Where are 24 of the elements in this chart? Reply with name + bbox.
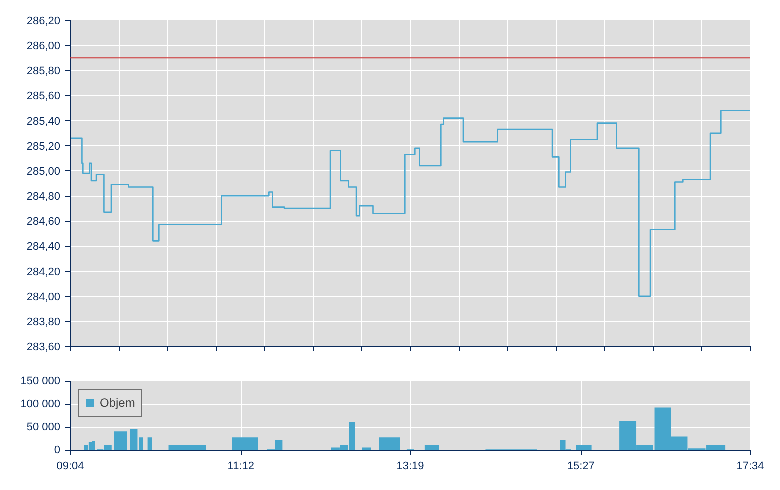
y-tick-label: 285,00 [26, 166, 61, 178]
y-tick-label: 100 000 [20, 398, 61, 410]
x-tick-label: 11:12 [228, 460, 255, 472]
y-tick-label: 284,60 [26, 216, 61, 228]
y-tick-label: 284,00 [26, 291, 61, 304]
y-tick-label: 284,80 [26, 191, 61, 204]
y-tick-label: 50 000 [26, 422, 61, 434]
x-tick-label: 09:04 [56, 460, 84, 472]
y-tick-label: 284,20 [26, 266, 61, 278]
x-tick-label: 13:19 [396, 460, 424, 472]
y-tick-label: 285,80 [26, 66, 61, 78]
x-tick-label: 17:34 [736, 460, 764, 472]
x-tick-label: 15:27 [567, 460, 595, 472]
y-tick-label: 283,80 [26, 316, 61, 328]
y-tick-label: 283,60 [26, 342, 61, 354]
y-tick-label: 285,40 [26, 116, 61, 128]
y-tick-label: 286,00 [26, 40, 61, 53]
y-tick-label: 150 000 [20, 376, 61, 388]
legend-label: Objem [100, 396, 136, 410]
y-tick-label: 286,20 [26, 16, 61, 28]
y-tick-label: 285,20 [26, 140, 61, 153]
y-tick-label: 285,60 [26, 90, 61, 103]
y-tick-label: 284,40 [26, 241, 61, 254]
y-tick-label: 0 [54, 444, 61, 456]
